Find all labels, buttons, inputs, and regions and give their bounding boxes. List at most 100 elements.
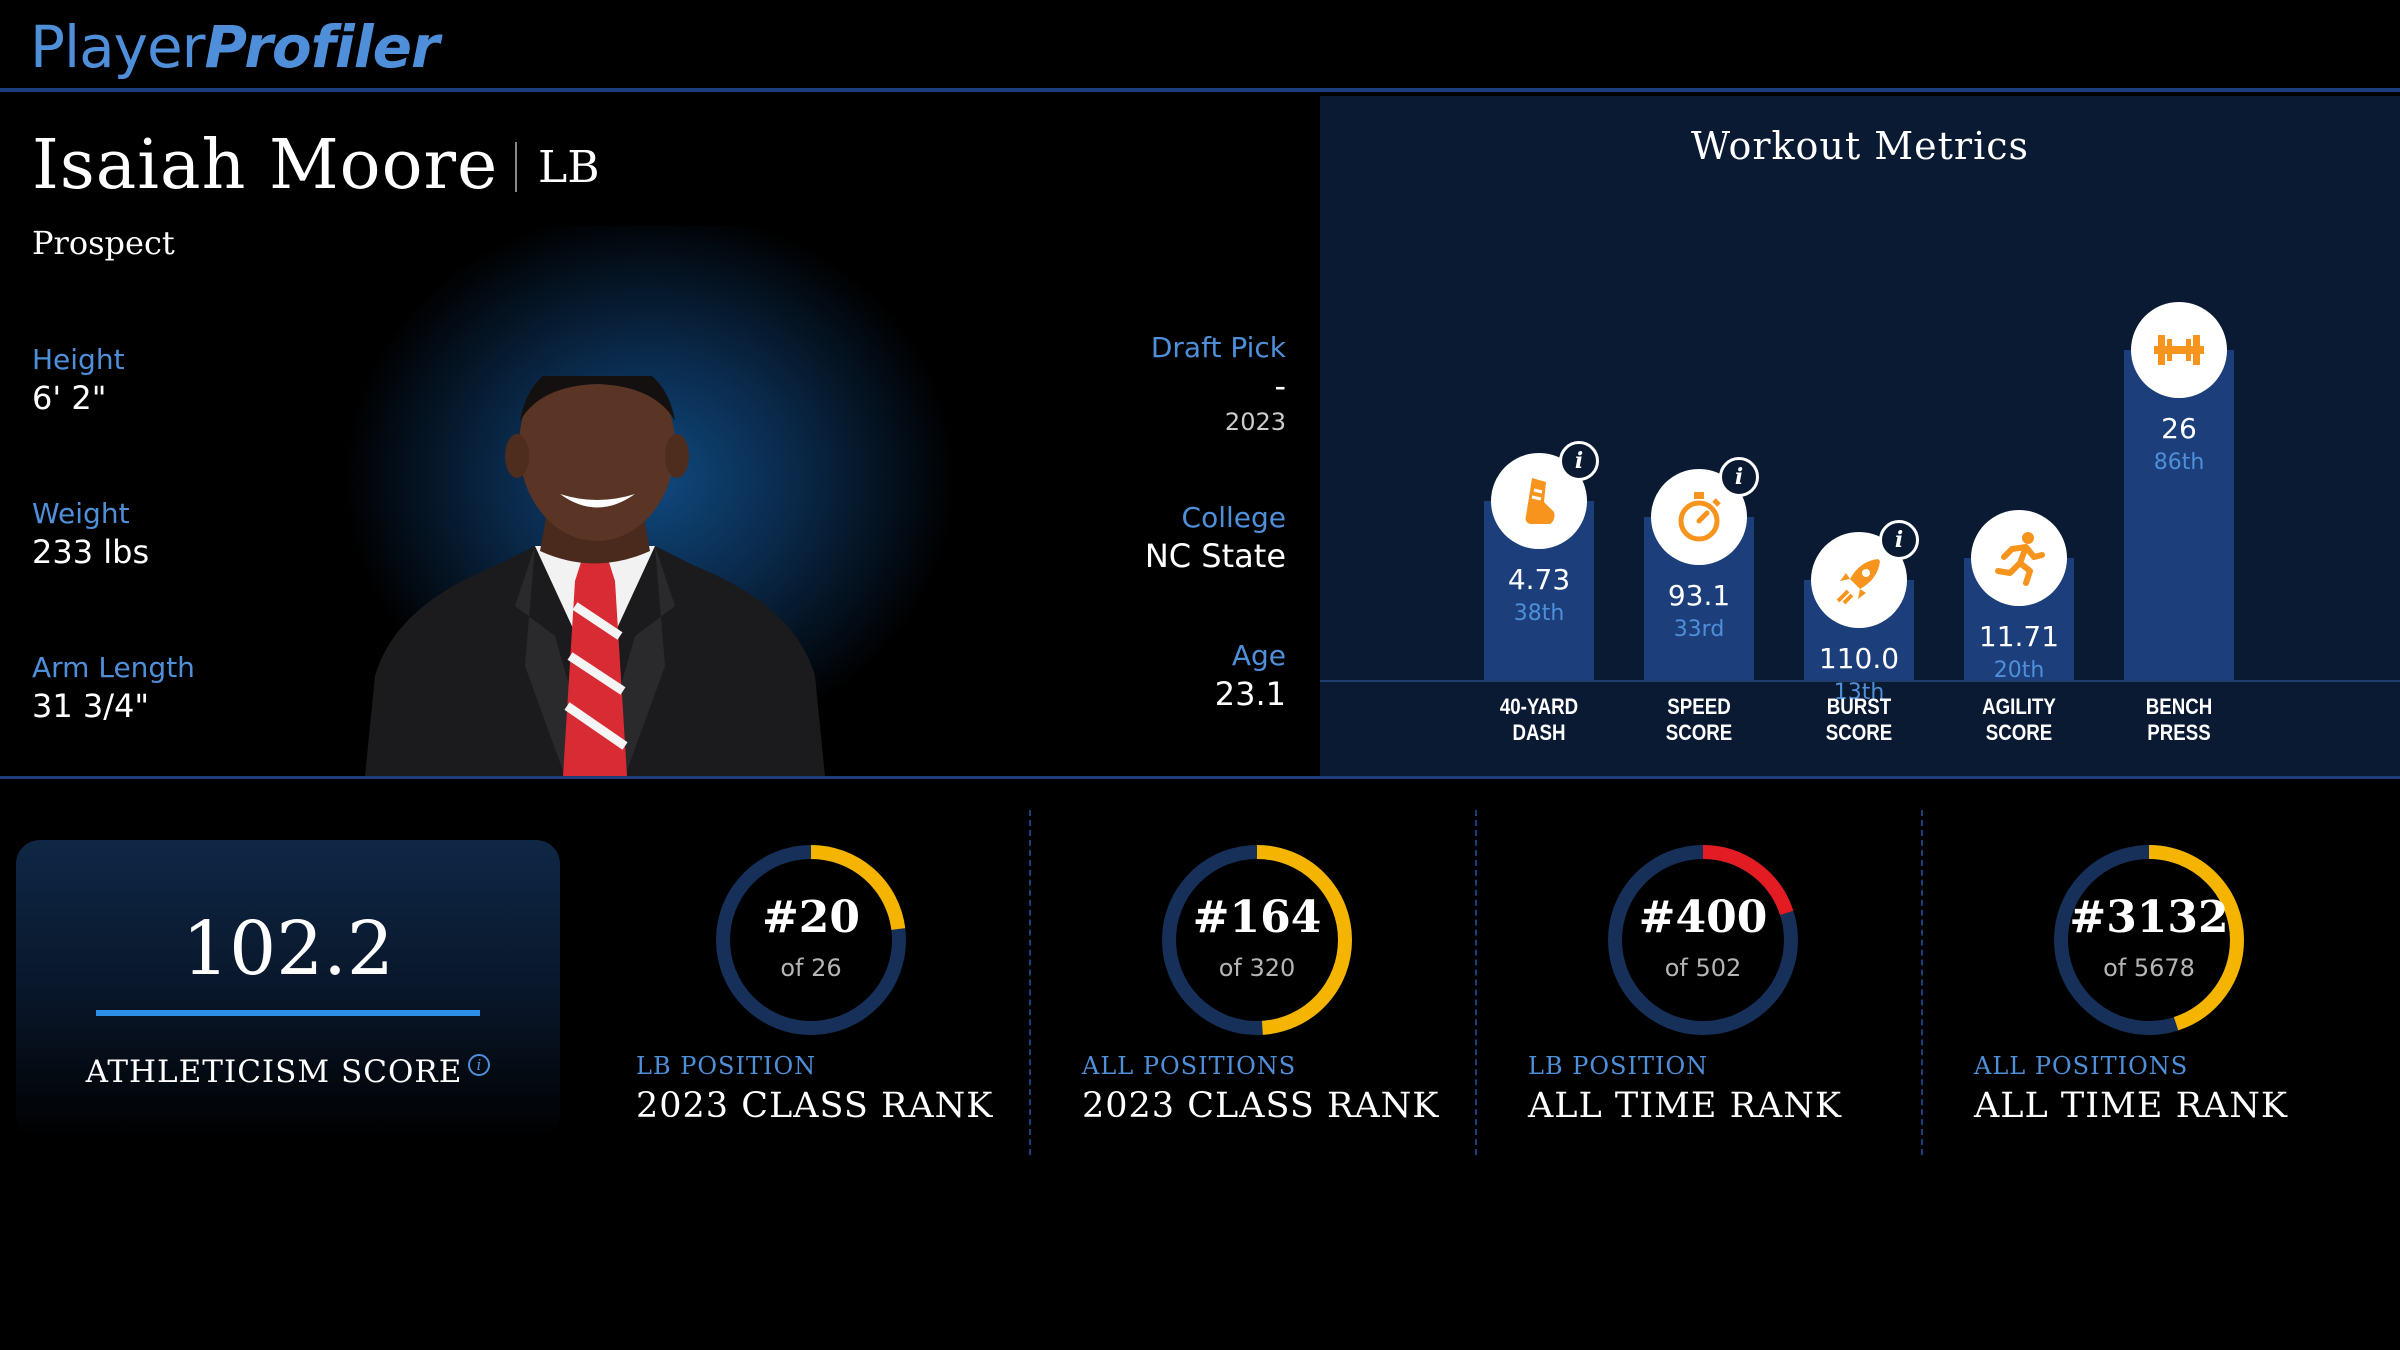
height-stat: Height 6' 2" (32, 342, 125, 418)
metric-label-line: DASH (1512, 720, 1566, 745)
metric-value: 4.73 (1507, 563, 1571, 597)
rank-category: ALL POSITIONS (1082, 1052, 1297, 1080)
rank-ring (716, 845, 906, 1035)
rank-category: ALL POSITIONS (1974, 1052, 2189, 1080)
metric-percentile: 33rd (1673, 616, 1725, 642)
metric-label: AGILITY SCORE (1951, 694, 2087, 746)
metric-label-line: 40-YARD (1499, 694, 1579, 719)
section-divider (0, 776, 2400, 779)
rank-total: of 5678 (2103, 954, 2195, 982)
draft-pick-value: - (1274, 367, 1286, 405)
rank-title: ALL TIME RANK (1974, 1086, 2288, 1126)
athleticism-card: 102.2 ATHLETICISM SCORE i (16, 840, 560, 1140)
metric-bar[interactable] (2124, 350, 2234, 680)
rank-divider (1921, 810, 1923, 1155)
athleticism-label: ATHLETICISM SCORE (85, 1054, 463, 1090)
info-icon[interactable]: i (468, 1054, 491, 1076)
rank-category: LB POSITION (1528, 1052, 1709, 1080)
college-stat: College NC State (1145, 500, 1286, 576)
rank-title: ALL TIME RANK (1528, 1086, 1842, 1126)
header-bar: PlayerProfiler (0, 0, 2400, 92)
age-label: Age (1231, 639, 1286, 672)
player-profiler-logo[interactable]: PlayerProfiler (30, 12, 440, 82)
rank-widget: #164 of 320 ALL POSITIONS 2023 CLASS RANK (1082, 840, 1522, 1140)
arm-length-stat: Arm Length 31 3/4" (32, 650, 195, 726)
info-icon[interactable]: i (1559, 441, 1599, 482)
metric-label-line: SCORE (1825, 720, 1893, 745)
draft-pick-stat: Draft Pick - 2023 (1151, 330, 1286, 438)
age-value: 23.1 (1214, 675, 1286, 713)
rank-divider (1475, 810, 1477, 1155)
athleticism-score: 102.2 (182, 906, 394, 992)
runner-icon (1971, 509, 2067, 606)
metric-label-line: BURST (1826, 694, 1892, 719)
weight-value: 233 lbs (32, 533, 150, 571)
player-position: LB (538, 142, 600, 193)
rank-widget: #20 of 26 LB POSITION 2023 CLASS RANK (636, 840, 1076, 1140)
weight-stat: Weight 233 lbs (32, 496, 149, 572)
rank-title: 2023 CLASS RANK (636, 1086, 994, 1126)
metric-percentile: 13th (1833, 680, 1885, 705)
rank-ring (1162, 845, 1352, 1035)
height-value: 6' 2" (32, 379, 107, 417)
metric-label: BENCH PRESS (2111, 694, 2247, 746)
player-panel: Isaiah Moore LB Prospect Height 6' 2" We… (0, 96, 1320, 776)
rank-number: #20 (761, 892, 861, 943)
metric-label: SPEED SCORE (1631, 694, 1767, 746)
draft-year: 2023 (1224, 408, 1286, 436)
barbell-icon (2131, 302, 2227, 398)
metric-label-line: SPEED (1667, 694, 1731, 719)
metric-percentile: 86th (2153, 450, 2205, 475)
metric-value: 93.1 (1667, 578, 1731, 612)
ring-arc (1608, 845, 1798, 1035)
rank-number: #3132 (2069, 892, 2229, 943)
metric-label: 40-YARD DASH (1471, 694, 1607, 746)
college-label: College (1181, 501, 1286, 534)
weight-label: Weight (32, 497, 130, 530)
player-status: Prospect (32, 224, 175, 262)
ring-arc (716, 845, 906, 1035)
info-icon[interactable]: i (1879, 520, 1919, 560)
metric-percentile: 20th (1993, 657, 2045, 683)
player-name: Isaiah Moore (32, 126, 499, 205)
workout-title: Workout Metrics (1690, 124, 2030, 168)
rank-ring (1608, 845, 1798, 1035)
logo-part-player: Player (30, 13, 205, 81)
rank-ring (2054, 845, 2244, 1035)
rank-number: #400 (1638, 892, 1768, 943)
player-photo (365, 376, 825, 776)
rank-total: of 26 (780, 954, 842, 982)
workout-metrics-panel: Workout Metrics i 4.73 38th 40-YARD DASH i 93.… (1320, 96, 2400, 776)
arm-length-value: 31 3/4" (32, 687, 150, 725)
metric-label-line: AGILITY (1982, 694, 2056, 719)
info-icon[interactable]: i (1719, 456, 1759, 497)
metric-label-line: SCORE (1985, 720, 2053, 745)
metric-label-line: BENCH (2145, 694, 2213, 719)
bar-baseline (1320, 680, 2400, 682)
metric-label: BURST SCORE (1791, 694, 1927, 746)
rank-widget: #3132 of 5678 ALL POSITIONS ALL TIME RANK (1974, 840, 2400, 1140)
rank-divider (1029, 810, 1031, 1155)
rank-category: LB POSITION (636, 1052, 817, 1080)
college-value: NC State (1144, 537, 1286, 575)
logo-part-profiler: Profiler (204, 13, 440, 81)
height-label: Height (32, 343, 125, 376)
metric-value: 11.71 (1978, 619, 2060, 653)
rank-number: #164 (1192, 892, 1322, 943)
metric-value: 110.0 (1818, 642, 1900, 675)
arm-length-label: Arm Length (32, 651, 195, 684)
metric-label-line: PRESS (2147, 720, 2211, 745)
ring-arc (1162, 845, 1352, 1035)
age-stat: Age 23.1 (1215, 638, 1286, 714)
rank-total: of 502 (1664, 954, 1742, 982)
metric-label-line: SCORE (1665, 720, 1733, 745)
rank-total: of 320 (1218, 954, 1296, 982)
metric-percentile: 38th (1513, 601, 1565, 627)
athleticism-bar (96, 1010, 480, 1016)
ring-arc (2054, 845, 2244, 1035)
rank-title: 2023 CLASS RANK (1082, 1086, 1440, 1126)
athleticism-label-row: ATHLETICISM SCORE i (16, 1054, 560, 1090)
name-divider (515, 142, 517, 192)
rank-widget: #400 of 502 LB POSITION ALL TIME RANK (1528, 840, 1968, 1140)
draft-pick-label: Draft Pick (1150, 331, 1286, 364)
